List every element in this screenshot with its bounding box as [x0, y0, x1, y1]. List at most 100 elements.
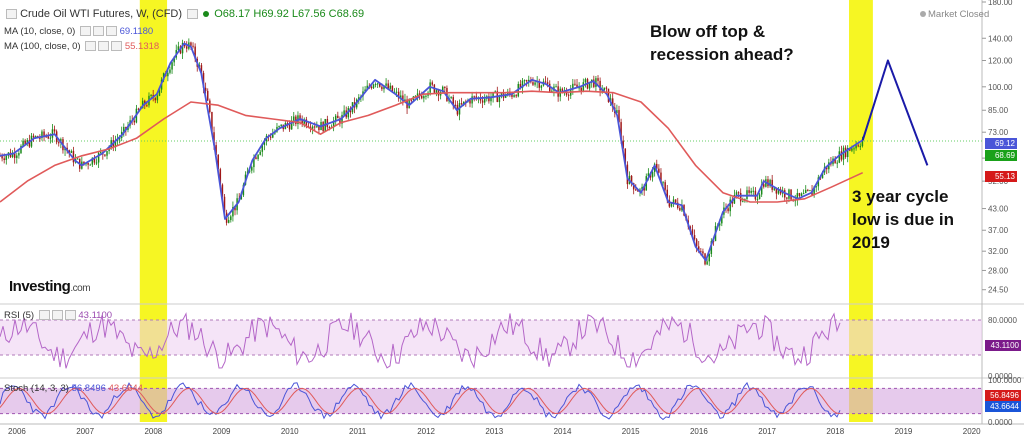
candle-body [185, 46, 188, 49]
candle-body [408, 99, 410, 109]
eye-icon[interactable] [38, 310, 50, 321]
candle-body [133, 120, 136, 123]
candle-body [674, 199, 677, 203]
candle-body [861, 140, 864, 147]
candle-body [580, 87, 582, 92]
candle-body [800, 193, 803, 196]
annotation-top: Blow off top & recession ahead? [650, 20, 794, 66]
candle-body [534, 82, 536, 85]
candle-body [118, 137, 121, 140]
candle-body [574, 83, 576, 85]
candle-body [41, 131, 43, 139]
candle-body [666, 189, 669, 201]
candle-body [391, 85, 394, 93]
candle-body [316, 126, 318, 128]
candle-body [446, 87, 448, 102]
candle-body [664, 182, 666, 190]
watermark-text: Investing [9, 278, 71, 295]
rsi-axis-label: 80.0000 [988, 316, 1017, 325]
candle-body [702, 251, 704, 254]
stoch-d-value: 43.6644 [108, 383, 143, 394]
candle-body [32, 135, 35, 138]
candle-body [798, 193, 801, 196]
candle-body [846, 148, 849, 158]
eye-icon[interactable] [79, 26, 91, 37]
candle-body [22, 140, 24, 146]
candle-body [752, 190, 755, 192]
candle-body [13, 152, 16, 158]
candle-body [194, 46, 196, 59]
y-tick-label: 180.00 [988, 0, 1013, 7]
candle-body [546, 82, 549, 84]
candle-body [813, 186, 815, 195]
candle-body [339, 118, 341, 124]
candle-body [305, 119, 308, 127]
close-icon[interactable] [64, 310, 76, 321]
candle-body [760, 184, 763, 195]
stoch-d-badge: 43.6644 [985, 401, 1021, 412]
candle-body [763, 184, 765, 187]
candle-body [240, 195, 243, 200]
collapse-toggle-icon[interactable] [6, 9, 17, 20]
candle-body [137, 108, 140, 110]
candle-body [397, 91, 400, 99]
y-tick-label: 37.00 [988, 226, 1009, 235]
candle-body [104, 154, 106, 156]
rsi-axis-label: 0.0000 [988, 372, 1013, 381]
candle-body [255, 157, 257, 159]
gear-icon[interactable] [92, 26, 104, 37]
stoch-k-line [0, 381, 841, 421]
candle-body [672, 199, 675, 203]
candle-body [97, 152, 100, 163]
candle-body [670, 202, 673, 207]
candle-body [750, 190, 752, 193]
rsi-line [0, 312, 841, 370]
candle-body [507, 91, 509, 96]
candle-body [809, 190, 811, 192]
candle-body [676, 202, 679, 208]
chevron-down-icon[interactable] [187, 9, 199, 20]
candle-body [114, 140, 117, 148]
gear-icon[interactable] [51, 310, 63, 321]
watermark-logo: Investing.com [9, 278, 91, 295]
candle-body [322, 122, 324, 132]
projection-line [861, 59, 929, 166]
candle-body [290, 120, 293, 130]
candle-body [389, 85, 392, 89]
candle-body [395, 91, 398, 93]
candle-body [748, 190, 750, 193]
eye-icon[interactable] [85, 41, 97, 52]
candle-body [777, 189, 780, 194]
watermark-suffix: .com [70, 283, 91, 294]
candle-body [840, 151, 843, 160]
candle-body [555, 86, 557, 88]
close-icon[interactable] [111, 41, 123, 52]
close-icon[interactable] [105, 26, 117, 37]
candle-body [341, 114, 343, 124]
candle-body [43, 131, 45, 137]
candle-body [538, 81, 541, 88]
chart-legend-title: Crude Oil WTI Futures, W, (CFD) O68.17 H… [4, 8, 364, 20]
y-tick-label: 32.00 [988, 247, 1009, 256]
gear-icon[interactable] [98, 41, 110, 52]
candle-body [450, 97, 452, 99]
candle-body [582, 82, 585, 92]
candle-body [24, 140, 26, 145]
annotation-bottom: 3 year cycle low is due in 2019 [852, 185, 954, 254]
candle-body [146, 105, 148, 107]
candle-body [624, 148, 627, 165]
candle-body [444, 86, 446, 88]
candle-body [855, 145, 857, 149]
candle-body [773, 188, 776, 190]
x-tick-label: 2015 [622, 427, 640, 436]
candle-body [301, 119, 303, 124]
candle-body [158, 89, 161, 96]
candle-body [494, 91, 496, 93]
ma100-legend: MA (100, close, 0) 55.1318 [4, 41, 159, 52]
annotation-bottom-line3: 2019 [852, 233, 890, 252]
candle-body [379, 83, 381, 87]
candle-body [58, 142, 60, 144]
candle-body [288, 124, 291, 130]
stoch-band [0, 388, 982, 414]
candle-body [607, 88, 610, 102]
